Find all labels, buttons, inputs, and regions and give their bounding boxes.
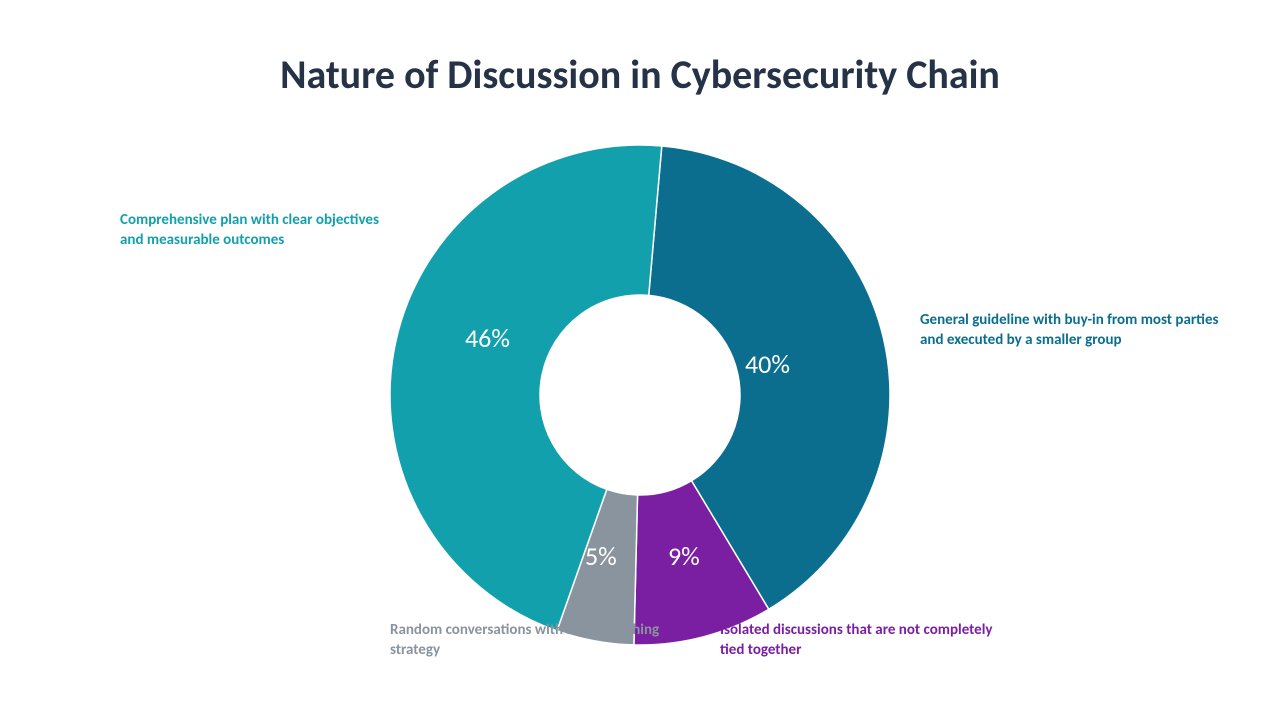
slice-pct-9: 9% <box>668 540 700 572</box>
ext-label-left: Comprehensive plan with clear objectives… <box>120 210 380 251</box>
ext-label-bl: Random conversations with no overarching… <box>390 620 690 661</box>
slice-pct-46: 46% <box>465 322 510 354</box>
donut-hole <box>540 295 740 495</box>
ext-label-right: General guideline with buy-in from most … <box>920 310 1220 351</box>
slice-pct-40: 40% <box>745 348 790 380</box>
slice-pct-5: 5% <box>585 540 617 572</box>
donut-chart <box>0 0 1280 720</box>
ext-label-br: Isolated discussions that are not comple… <box>720 620 1020 661</box>
donut-svg <box>0 0 1280 720</box>
